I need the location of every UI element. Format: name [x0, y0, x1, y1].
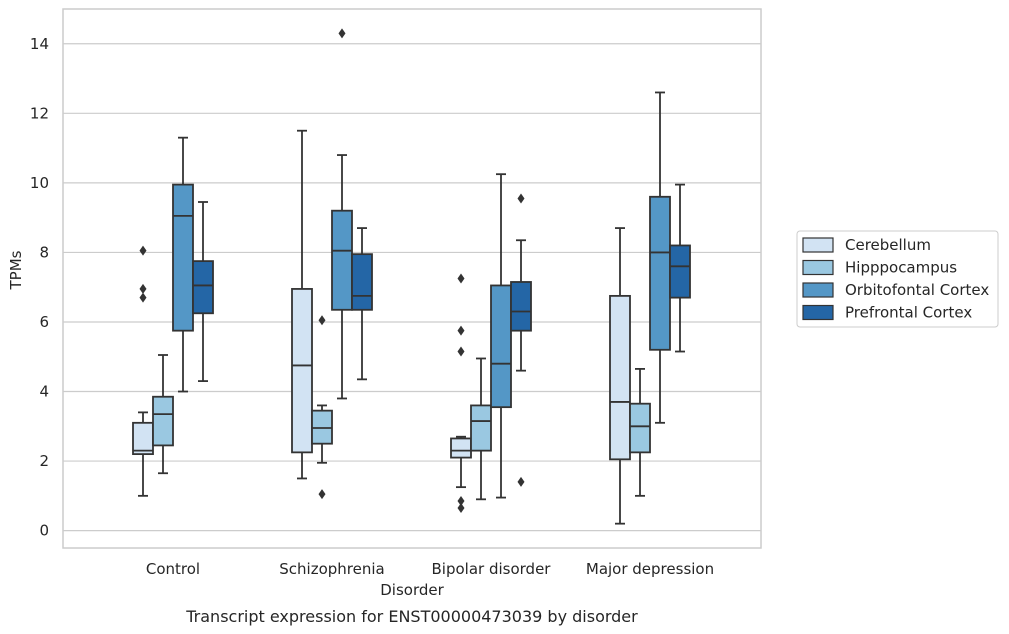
outlier-point	[457, 325, 465, 336]
box-groups	[132, 28, 691, 525]
box	[331, 28, 353, 400]
plot-area-frame	[62, 8, 762, 549]
box-iqr	[172, 183, 194, 332]
box	[311, 315, 333, 500]
legend-swatch	[802, 282, 834, 298]
box-iqr	[192, 260, 214, 315]
box-iqr	[132, 421, 154, 456]
legend-item: Cerebellum	[802, 236, 931, 254]
box-group	[132, 136, 214, 497]
legend-swatch	[802, 237, 834, 253]
x-tick-label: Schizophrenia	[279, 560, 384, 578]
y-axis-title: TPMs	[7, 250, 25, 290]
outlier-point	[457, 346, 465, 357]
y-tick-label: 12	[30, 104, 49, 122]
box-group	[609, 91, 691, 525]
box-iqr	[291, 288, 313, 454]
outlier-point	[457, 273, 465, 284]
y-tick-label: 8	[39, 243, 49, 261]
x-axis-ticks: Control Schizophrenia Bipolar disorder Majo…	[146, 560, 714, 578]
box-group	[291, 28, 373, 500]
legend-label: Prefrontal Cortex	[845, 304, 972, 322]
box-iqr	[450, 437, 472, 459]
legend-swatch	[802, 259, 834, 276]
x-tick-label: Major depression	[586, 560, 714, 578]
box	[192, 201, 214, 382]
outlier-point	[457, 496, 465, 507]
legend-item: Prefrontal Cortex	[802, 304, 972, 322]
box	[490, 173, 512, 499]
outlier-point	[139, 292, 147, 303]
box-iqr	[490, 284, 512, 409]
outlier-point	[517, 193, 525, 204]
outlier-point	[318, 489, 326, 500]
outlier-point	[139, 283, 147, 294]
y-axis-ticks: 0 2 4 6 8 10 12 14	[30, 35, 49, 540]
y-tick-label: 6	[39, 313, 49, 331]
outlier-point	[457, 503, 465, 514]
box	[132, 245, 154, 497]
outlier-point	[318, 315, 326, 326]
box-iqr	[331, 209, 353, 311]
box	[609, 227, 631, 525]
outlier-point	[517, 476, 525, 487]
box-iqr	[470, 404, 492, 452]
legend-item: Hipppocampus	[802, 259, 957, 277]
legend-swatch	[802, 304, 834, 321]
box	[629, 368, 651, 497]
legend-label: Orbitofontal Cortex	[845, 281, 989, 299]
y-tick-label: 10	[30, 174, 49, 192]
y-tick-label: 2	[39, 452, 49, 470]
box-iqr	[669, 244, 691, 299]
y-tick-label: 14	[30, 35, 49, 53]
x-axis-title: Disorder	[380, 581, 444, 599]
box-iqr	[649, 195, 671, 351]
outlier-point	[338, 28, 346, 39]
box-iqr	[510, 281, 532, 332]
legend-frame	[796, 230, 999, 328]
x-tick-label: Control	[146, 560, 200, 578]
box-iqr	[152, 395, 174, 447]
box	[351, 227, 373, 381]
x-tick-label: Bipolar disorder	[432, 560, 552, 578]
legend-label: Cerebellum	[845, 236, 931, 254]
box-iqr	[629, 402, 651, 454]
box	[152, 354, 174, 475]
box	[450, 273, 472, 514]
box	[649, 91, 671, 424]
box	[291, 129, 313, 480]
box	[510, 193, 532, 487]
y-tick-label: 4	[39, 383, 49, 401]
box	[470, 357, 492, 501]
box	[172, 136, 194, 393]
y-tick-label: 0	[39, 522, 49, 540]
legend-item: Orbitofontal Cortex	[802, 281, 989, 299]
legend-label: Hipppocampus	[845, 259, 957, 277]
outlier-point	[139, 245, 147, 256]
chart-caption: Transcript expression for ENST0000047303…	[185, 607, 638, 626]
box-group	[450, 173, 532, 514]
legend: Cerebellum Hipppocampus Orbitofontal Corte…	[796, 230, 999, 328]
box-iqr	[351, 253, 373, 311]
box	[669, 183, 691, 353]
box-iqr	[609, 294, 631, 461]
